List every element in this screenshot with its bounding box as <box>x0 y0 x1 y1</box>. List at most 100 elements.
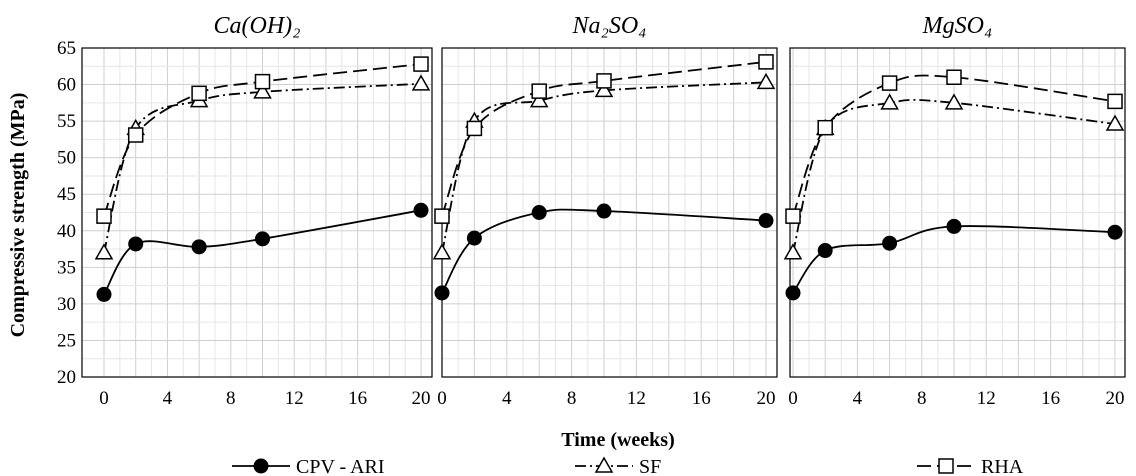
data-point-rha <box>191 85 207 102</box>
x-tick-label: 0 <box>99 388 109 409</box>
legend-item-rha: RHA <box>917 456 1024 476</box>
data-point-sf <box>880 93 899 110</box>
data-point-cpv-ari <box>531 205 547 220</box>
data-point-sf <box>1105 114 1125 131</box>
data-point-rha <box>127 127 144 143</box>
legend-item-cpv-ari: CPV - ARI <box>232 456 385 476</box>
y-tick-label: 20 <box>57 367 76 388</box>
series-line-cpv-ari <box>103 209 422 295</box>
x-tick-label: 4 <box>502 388 512 409</box>
series-rha <box>785 69 1123 224</box>
y-tick-label: 50 <box>57 148 76 169</box>
legend-label: RHA <box>981 456 1024 476</box>
series-line-sf <box>441 81 767 253</box>
data-point-rha <box>413 56 429 72</box>
x-tick-label: 16 <box>1041 388 1060 409</box>
x-tick-label: 0 <box>788 388 798 409</box>
chart-panel-caoh2: Ca(OH)₂ 20 25 30 35 40 45 50 55 60 65 0 4 8 12 16 20 <box>57 13 433 409</box>
x-tick-label: 8 <box>917 388 927 409</box>
y-tick-label: 45 <box>57 184 76 205</box>
chart-title: Ca(OH)₂ <box>214 13 301 39</box>
data-point-rha <box>946 69 962 85</box>
data-point-rha <box>96 208 112 224</box>
legend-label: CPV - ARI <box>296 456 385 476</box>
series-cpv-ari <box>434 203 774 301</box>
data-point-cpv-ari <box>255 231 270 247</box>
series-cpv-ari <box>785 218 1123 301</box>
x-tick-label: 16 <box>348 388 367 409</box>
x-tick-label: 20 <box>757 388 776 409</box>
data-point-rha <box>785 208 801 224</box>
plot-frame <box>81 47 433 378</box>
x-tick-label: 16 <box>692 388 711 409</box>
series-rha <box>96 56 429 224</box>
data-point-rha <box>531 83 547 99</box>
data-point-cpv-ari <box>434 285 450 301</box>
data-point-cpv-ari <box>946 218 962 234</box>
data-point-cpv-ari <box>817 243 833 259</box>
data-point-sf <box>432 243 452 260</box>
chart-panel-mgso4: MgSO₄ 0 4 8 12 16 20 <box>783 13 1126 409</box>
data-point-sf <box>944 93 964 110</box>
series-line-rha <box>792 74 1116 217</box>
x-tick-label: 8 <box>226 388 236 409</box>
data-point-rha <box>434 208 450 224</box>
data-point-sf <box>756 72 776 90</box>
x-axis-title: Time (weeks) <box>561 429 675 451</box>
series-cpv-ari <box>96 202 429 302</box>
x-tick-label: 4 <box>163 388 173 409</box>
data-point-sf <box>783 243 803 260</box>
data-point-sf <box>594 80 614 98</box>
y-tick-label: 55 <box>57 111 76 132</box>
data-point-cpv-ari <box>882 235 898 251</box>
data-point-cpv-ari <box>1107 224 1123 240</box>
gridlines <box>790 47 1125 378</box>
chart-title: MgSO₄ <box>922 13 993 39</box>
y-tick-label: 25 <box>57 330 76 351</box>
x-tick-label: 12 <box>285 388 304 409</box>
x-tick-label: 12 <box>627 388 646 409</box>
y-tick-label: 40 <box>57 221 76 242</box>
data-point-cpv-ari <box>413 202 429 218</box>
gridlines <box>82 47 432 378</box>
y-tick-label: 35 <box>57 257 76 278</box>
series-rha <box>434 54 774 224</box>
data-point-sf <box>94 243 114 260</box>
legend-marker-cpv-ari <box>253 458 269 474</box>
data-point-cpv-ari <box>191 239 207 255</box>
data-point-rha <box>466 120 483 137</box>
data-point-cpv-ari <box>596 203 612 219</box>
series-sf <box>432 72 776 260</box>
data-point-rha <box>758 54 774 70</box>
x-tick-label: 0 <box>437 388 447 409</box>
data-point-cpv-ari <box>758 213 774 229</box>
series-line-cpv-ari <box>792 225 1116 294</box>
data-point-sf <box>529 91 549 108</box>
data-point-rha <box>1107 93 1123 110</box>
legend-item-sf: SF <box>575 456 661 476</box>
y-tick-label: 60 <box>57 75 76 96</box>
data-point-cpv-ari <box>128 236 144 252</box>
legend-label: SF <box>639 456 661 476</box>
y-tick-label: 65 <box>57 38 76 59</box>
data-point-sf <box>411 74 431 91</box>
data-point-sf <box>253 82 272 99</box>
x-tick-label: 20 <box>412 388 431 409</box>
x-tick-label: 4 <box>853 388 863 409</box>
y-tick-label: 30 <box>57 294 76 315</box>
x-tick-label: 8 <box>567 388 577 409</box>
data-point-rha <box>254 73 271 90</box>
legend-marker-rha <box>938 458 954 474</box>
chart-title: Na₂SO₄ <box>571 13 646 39</box>
x-tick-label: 20 <box>1106 388 1125 409</box>
data-point-rha <box>817 119 833 136</box>
x-tick-label: 12 <box>977 388 996 409</box>
data-point-cpv-ari <box>466 230 482 246</box>
legend-marker-sf <box>594 456 614 473</box>
data-point-rha <box>881 75 898 91</box>
legend: CPV - ARI SF RHA <box>232 456 1024 476</box>
chart-panel-na2so4: Na₂SO₄ 0 4 8 12 16 20 <box>432 13 778 409</box>
data-point-rha <box>596 73 612 89</box>
